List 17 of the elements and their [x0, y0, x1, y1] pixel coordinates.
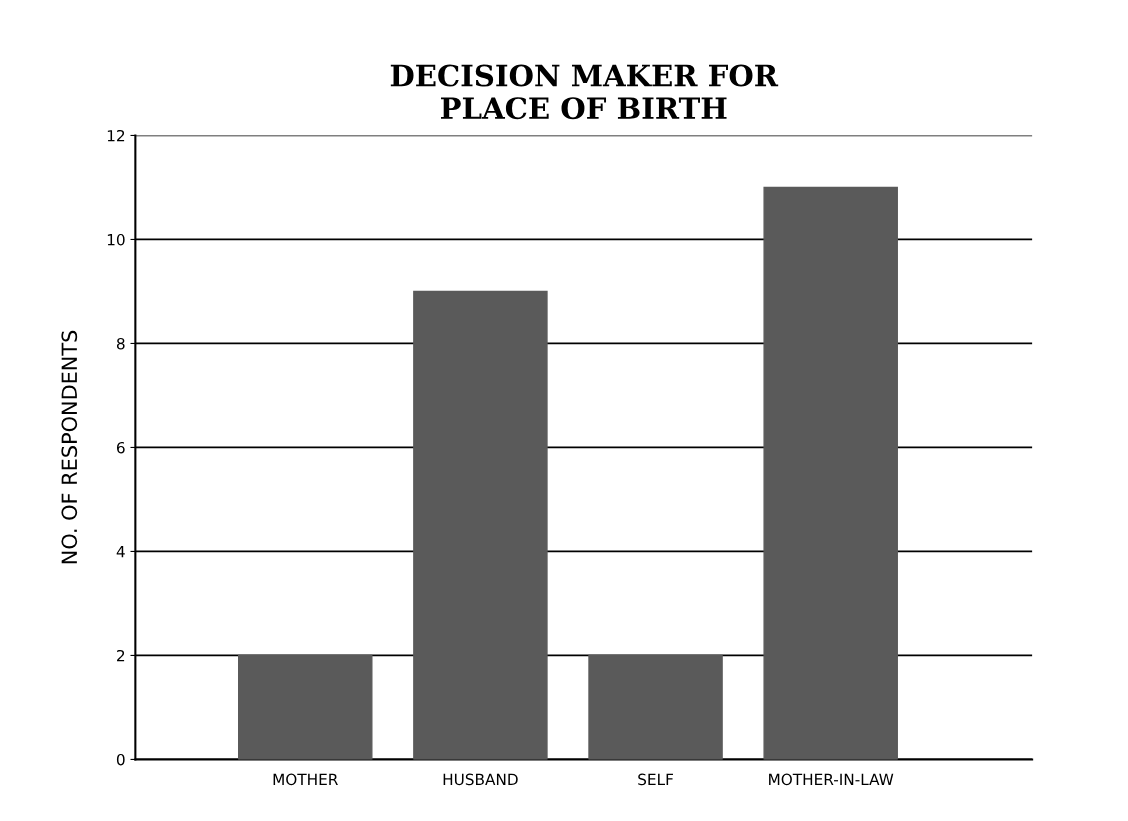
y-axis-title: NO. OF RESPONDENTS	[61, 330, 78, 564]
y-tick-label: 2	[117, 649, 125, 662]
y-tick-label: 12	[107, 129, 125, 142]
bar	[238, 654, 373, 760]
bar	[413, 290, 548, 760]
y-tick-label: 10	[107, 233, 125, 246]
bar	[763, 186, 898, 760]
chart-title: DECISION MAKER FOR PLACE OF BIRTH	[390, 64, 779, 120]
bar	[588, 654, 723, 760]
x-tick-label: SELF	[638, 773, 673, 786]
y-tick-label: 4	[116, 546, 125, 558]
y-tick-label: 6	[116, 441, 125, 454]
y-tick-label: 0	[116, 753, 125, 766]
x-tick-label: HUSBAND	[443, 773, 518, 786]
x-tick-label: MOTHER-IN-LAW	[769, 773, 894, 786]
y-tick-label: 8	[116, 337, 125, 350]
x-tick-label: MOTHER	[273, 773, 338, 786]
